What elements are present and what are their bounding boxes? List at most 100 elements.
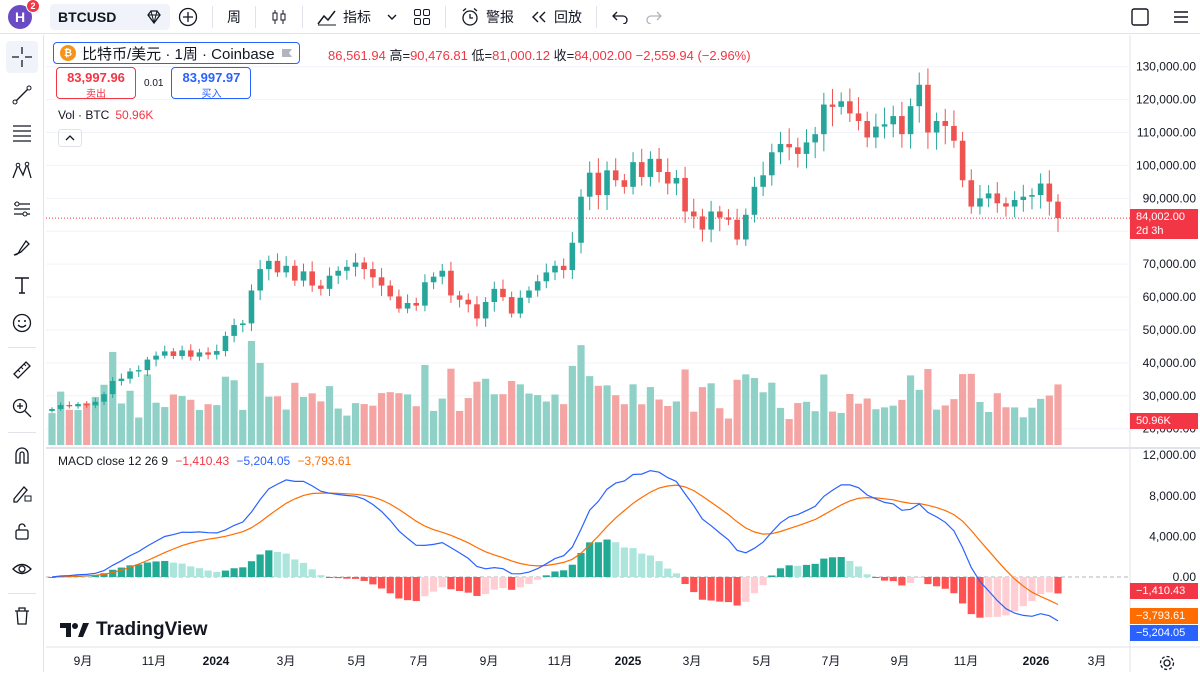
volume-bar: [508, 381, 516, 445]
crosshair-tool[interactable]: [5, 41, 38, 73]
indicators-button[interactable]: 指标: [309, 3, 379, 31]
macd-histogram-bar: [681, 577, 689, 585]
macd-histogram-bar: [655, 561, 663, 577]
emoji-tool[interactable]: [6, 307, 38, 339]
grid-icon: [414, 8, 430, 25]
candle: [396, 289, 402, 313]
pattern-tool[interactable]: [6, 155, 38, 187]
settings-menu-button[interactable]: [1164, 3, 1198, 31]
macd-legend[interactable]: MACD close 12 26 9 −1,410.43 −5,204.05 −…: [58, 454, 352, 468]
candle: [75, 401, 81, 409]
macd-histogram-bar: [239, 567, 247, 577]
lock-drawings-tool[interactable]: [6, 515, 38, 547]
chevron-down-icon: [387, 14, 397, 20]
macd-histogram-bar: [638, 553, 646, 577]
fib-tool[interactable]: [6, 117, 38, 149]
alert-button[interactable]: 警报: [452, 3, 522, 31]
magnet-tool[interactable]: [6, 439, 38, 471]
time-axis-label: 9月: [891, 654, 910, 668]
volume-bar: [317, 401, 325, 445]
macd-histogram-bar: [447, 577, 455, 590]
trend-line-tool[interactable]: [6, 79, 38, 111]
macd-histogram-bar: [1028, 577, 1036, 602]
macd-histogram-bar: [178, 563, 186, 577]
volume-bar: [161, 407, 169, 445]
time-axis-label: 2026: [1023, 654, 1050, 668]
zoom-tool[interactable]: [6, 392, 38, 424]
volume-bar: [325, 386, 334, 445]
macd-histogram-bar: [386, 577, 394, 594]
volume-bar: [828, 411, 837, 445]
macd-histogram-bar: [135, 564, 143, 577]
chart-area[interactable]: 130,000.00 120,000.00 110,000.00 100,000.00…: [46, 35, 1200, 672]
forecast-tool[interactable]: [6, 193, 38, 225]
macd-histogram-bar: [586, 542, 594, 577]
layouts-button[interactable]: [405, 3, 439, 31]
symbol-search-button[interactable]: BTCUSD: [50, 3, 170, 30]
redo-button[interactable]: [637, 3, 671, 31]
fullscreen-button[interactable]: [1122, 3, 1158, 31]
buy-button[interactable]: 83,997.97 买入: [171, 67, 252, 100]
candle: [803, 129, 810, 169]
candle: [864, 111, 871, 148]
candle: [92, 397, 99, 409]
interval-button[interactable]: 周: [227, 8, 241, 25]
volume-bar: [950, 399, 958, 445]
candle: [612, 158, 619, 187]
undo-button[interactable]: [603, 3, 637, 31]
macd-histogram-bar: [161, 560, 169, 577]
volume-bar: [143, 374, 151, 445]
brush-tool[interactable]: [6, 231, 38, 263]
hide-drawings-tool[interactable]: [6, 553, 38, 585]
volume-bar: [74, 410, 82, 445]
candle: [656, 147, 662, 183]
macd-histogram-bar: [716, 577, 724, 602]
replay-button[interactable]: 回放: [522, 3, 590, 31]
volume-bar: [985, 412, 993, 445]
macd-histogram-bar: [213, 571, 221, 577]
volume-bar: [1054, 384, 1062, 445]
macd-histogram-bar: [768, 575, 776, 577]
macd-histogram-bar: [1002, 577, 1010, 616]
macd-histogram-bar: [820, 558, 828, 577]
sell-button[interactable]: 83,997.96 卖出: [56, 67, 136, 100]
candle: [1055, 194, 1061, 232]
macd-pane: [46, 469, 1130, 622]
volume-bar: [343, 415, 351, 445]
volume-bar: [932, 409, 941, 445]
tradingview-watermark[interactable]: TradingView: [60, 619, 208, 641]
symbol-legend[interactable]: ₿ 比特币/美元 · 1周 · Coinbase: [53, 42, 300, 64]
price-axis-label: 12,000.00: [1143, 448, 1197, 462]
rewind-icon: [532, 11, 546, 22]
measure-tool[interactable]: [6, 354, 38, 386]
remove-drawings-tool[interactable]: [6, 600, 38, 632]
macd-line: [51, 469, 1059, 622]
candle: [1029, 188, 1035, 210]
stay-in-drawing-tool[interactable]: [6, 477, 38, 509]
indicators-dropdown[interactable]: [379, 3, 405, 31]
user-avatar[interactable]: H 2: [8, 0, 40, 29]
volume-bar: [863, 398, 871, 445]
macd-histogram-bar: [985, 577, 993, 618]
macd-histogram-bar: [299, 562, 308, 577]
candle: [968, 169, 975, 214]
volume-bar: [178, 396, 186, 445]
volume-bar: [83, 402, 91, 445]
compare-symbol-button[interactable]: [170, 3, 206, 31]
volume-bar: [542, 401, 550, 445]
chart-type-button[interactable]: [262, 3, 296, 31]
alarm-clock-icon: [462, 7, 478, 26]
chart-settings-button[interactable]: [1158, 654, 1176, 672]
volume-bar: [768, 382, 776, 445]
candle: [179, 345, 185, 360]
text-tool[interactable]: [6, 269, 38, 301]
candle: [222, 331, 229, 357]
volume-bar: [698, 387, 707, 445]
price-chart[interactable]: 130,000.00 120,000.00 110,000.00 100,000.00…: [46, 35, 1200, 672]
volume-legend[interactable]: Vol · BTC 50.96K: [58, 108, 154, 122]
candle: [370, 261, 376, 288]
gear-icon: [1159, 655, 1175, 671]
candle: [942, 108, 949, 145]
time-axis-label: 9月: [480, 654, 499, 668]
collapse-legend-button[interactable]: [58, 129, 82, 147]
